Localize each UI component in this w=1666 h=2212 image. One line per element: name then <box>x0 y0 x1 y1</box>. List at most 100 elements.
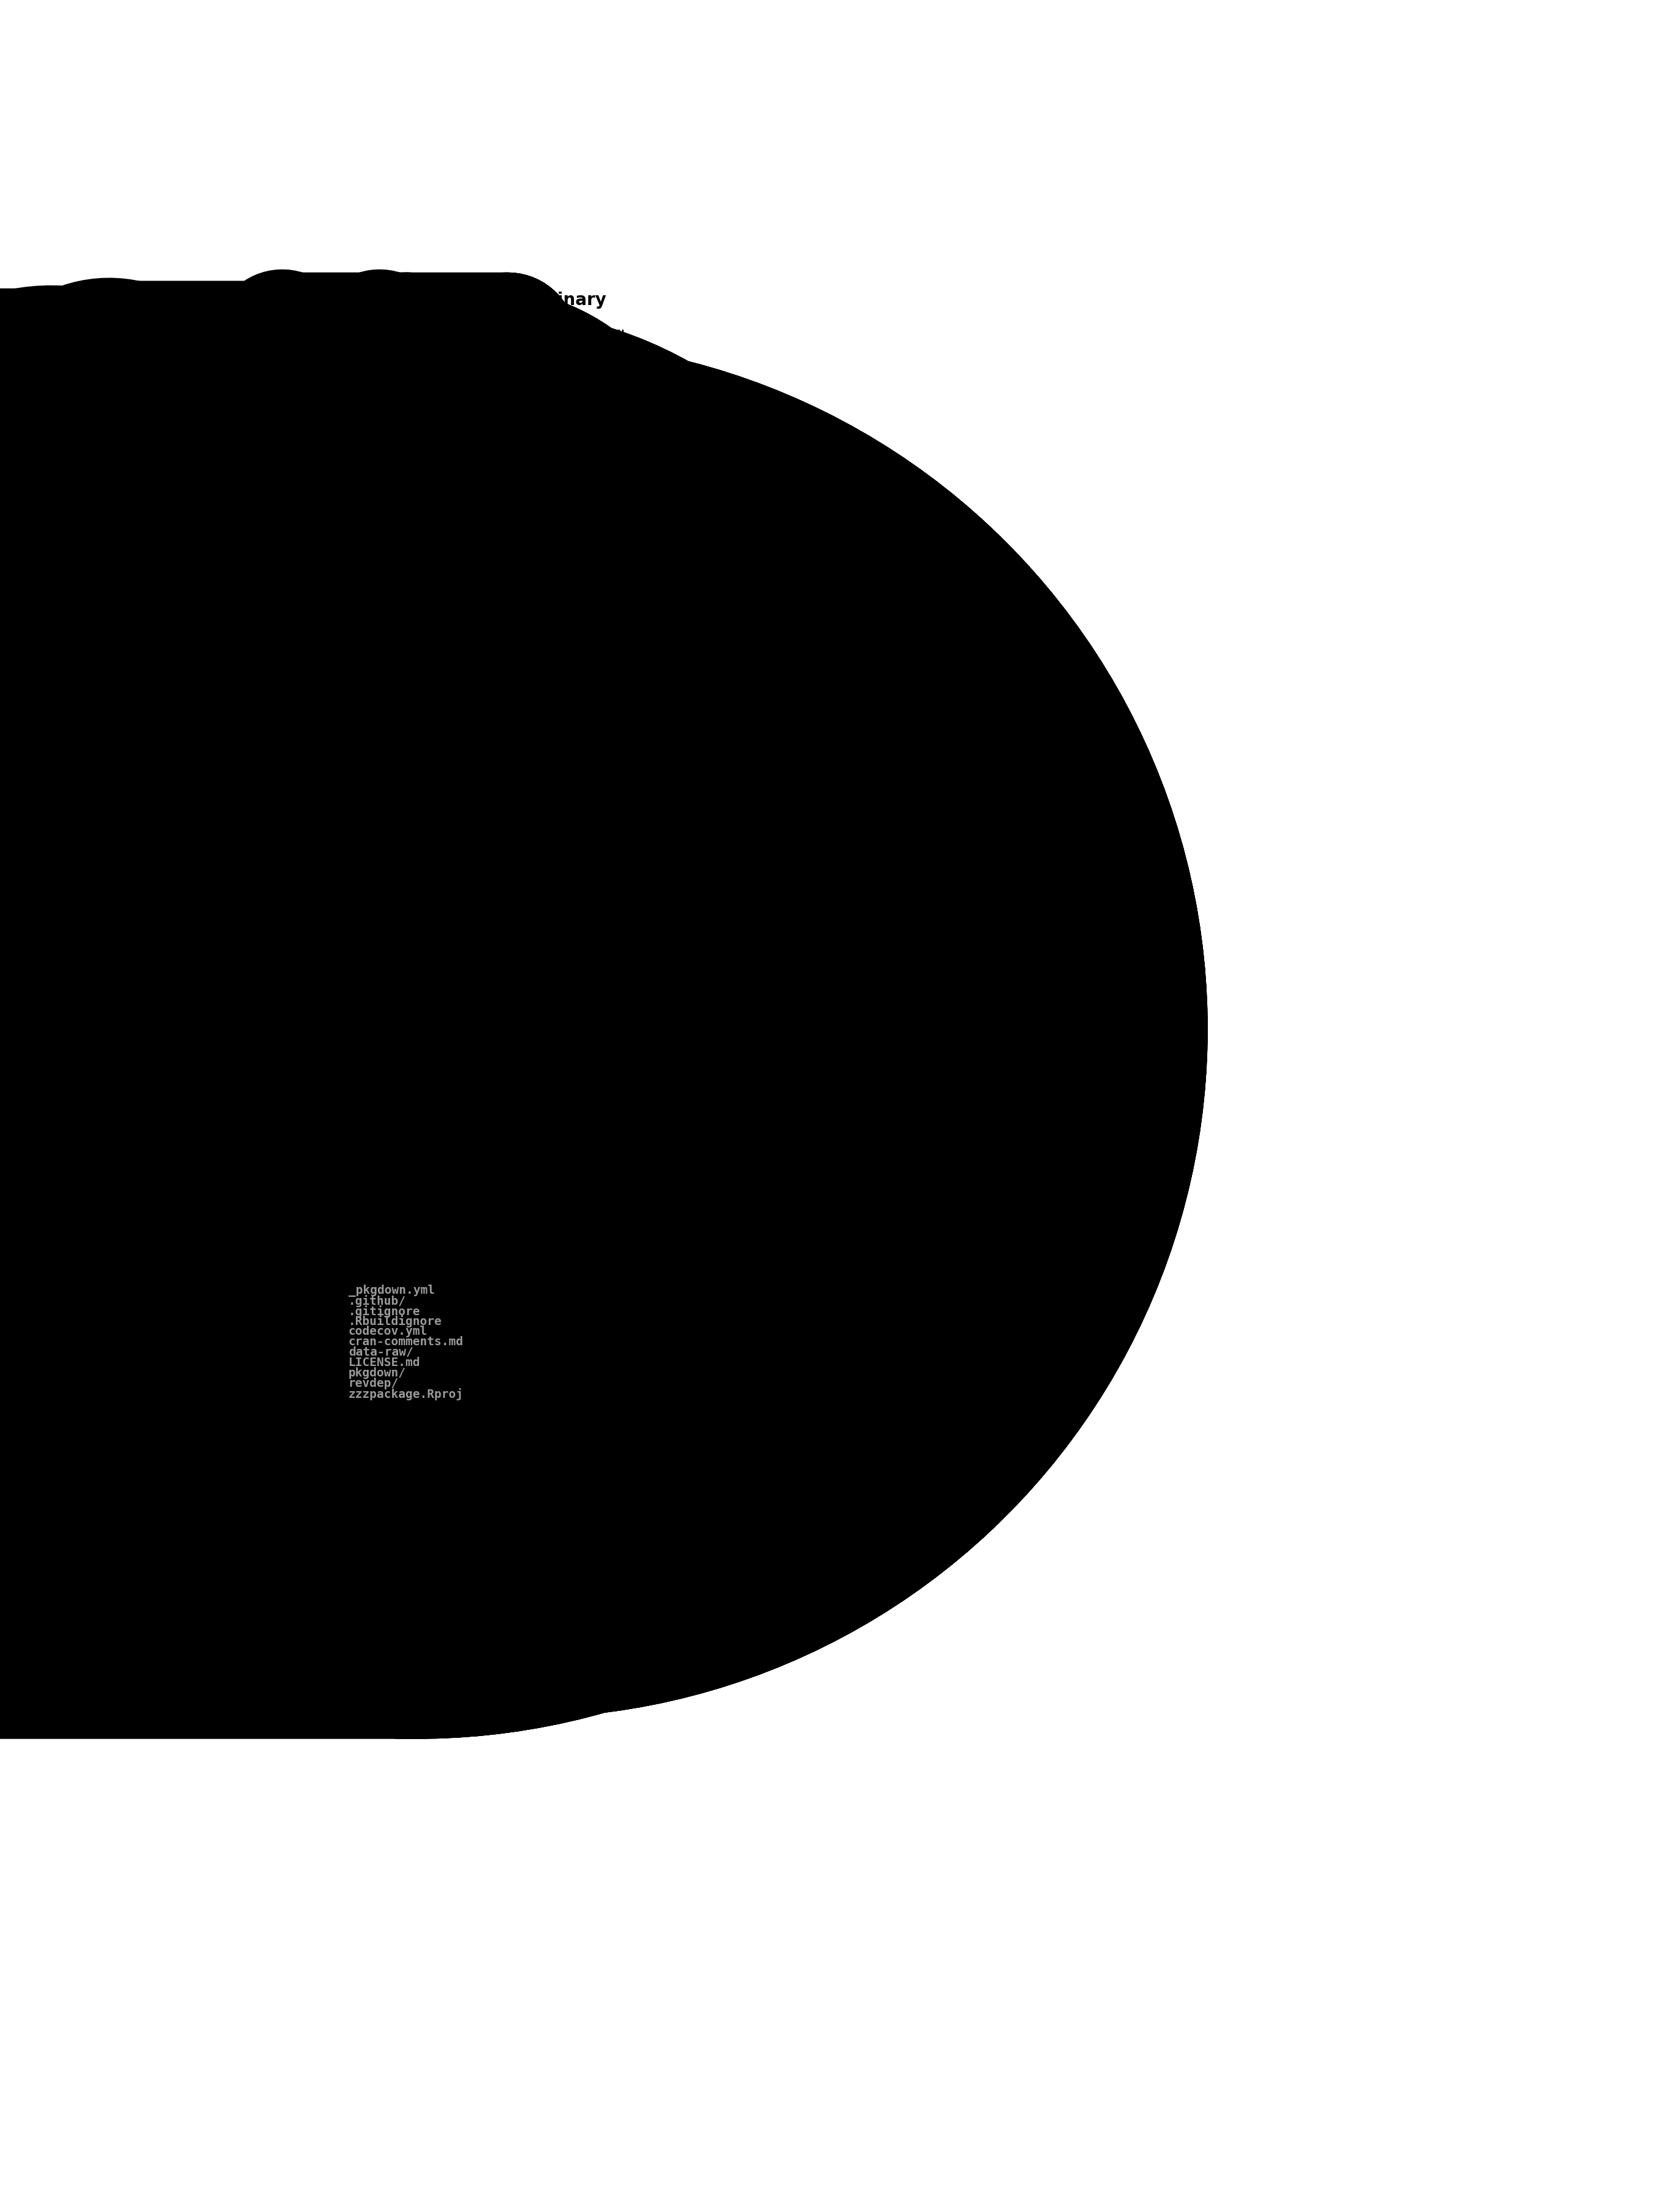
Text: hhh-vignette.Rmd: hhh-vignette.Rmd <box>448 1066 591 1079</box>
Text: Rdata.rdx: Rdata.rdx <box>545 522 625 535</box>
Text: ddd.R: ddd.R <box>448 726 498 737</box>
Text: eee-file: eee-file <box>348 929 420 940</box>
Text: README.md (possibly generated from README.
Rmd) only exists in the source and bu: README.md (possibly generated from READM… <box>223 418 528 442</box>
Text: CITATION: CITATION <box>448 949 520 962</box>
Text: NEWS.md: NEWS.md <box>448 361 498 372</box>
Text: man/: man/ <box>448 617 476 628</box>
Text: Rdata.rdb: Rdata.rdb <box>545 502 625 513</box>
Text: NAMESPACE: NAMESPACE <box>348 338 413 352</box>
Text: man/: man/ <box>348 617 377 628</box>
Text: bundle: bundle <box>448 292 515 307</box>
Text: doc/: doc/ <box>545 1015 575 1026</box>
Text: DESCRIPTION: DESCRIPTION <box>348 330 428 341</box>
Text: aa.rda: aa.rda <box>348 502 407 513</box>
Text: In binary form, these files and folders contain
help topics as well as serialize: In binary form, these files and folders … <box>137 595 421 644</box>
Text: README.md: README.md <box>348 422 413 436</box>
Text: source: source <box>348 292 412 307</box>
Text: vignettes/: vignettes/ <box>448 1152 520 1164</box>
Text: eee-file: eee-file <box>448 929 520 940</box>
Text: inst/: inst/ <box>448 1035 483 1048</box>
Text: CITATION: CITATION <box>348 949 420 962</box>
Text: By default, tests are not included in the binary
form.: By default, tests are not included in th… <box>0 874 280 898</box>
Text: NEWS.md: NEWS.md <box>348 361 398 372</box>
Text: data-raw/: data-raw/ <box>348 1347 413 1358</box>
Text: NAMESPACE: NAMESPACE <box>448 338 513 352</box>
Text: INDEX: INDEX <box>545 595 581 606</box>
Text: bb.rda: bb.rda <box>348 513 407 524</box>
Text: index.html: index.html <box>545 1057 631 1068</box>
Text: NAMESPACE: NAMESPACE <box>545 338 610 352</box>
Text: fff-folder/: fff-folder/ <box>448 940 541 951</box>
Text: zzzpackage.rdb: zzzpackage.rdb <box>545 726 660 737</box>
Text: vignettes/: vignettes/ <box>348 1015 420 1026</box>
Text: fff-folder/: fff-folder/ <box>348 940 441 951</box>
Text: zzzpackage.Rproj: zzzpackage.Rproj <box>348 1387 463 1400</box>
Text: R/: R/ <box>545 703 560 717</box>
Text: data/: data/ <box>348 491 385 504</box>
Text: README.md: README.md <box>448 422 513 436</box>
Text: sysdata.rdx: sysdata.rdx <box>545 757 638 768</box>
Text: NEWS.md: NEWS.md <box>545 361 596 372</box>
Text: README.Rmd: README.Rmd <box>348 409 420 420</box>
Text: Files used only for development or for the
pkgdown site are listed in .Rbuildign: Files used only for development or for t… <box>127 1283 431 1321</box>
Text: ccc.R: ccc.R <box>448 714 498 726</box>
Text: ccc.R: ccc.R <box>348 714 398 726</box>
Text: hhh-vignette.Rmd: hhh-vignette.Rmd <box>545 1035 675 1048</box>
Text: aaa.rda: aaa.rda <box>448 502 513 513</box>
Text: vignette.rds: vignette.rds <box>448 1026 548 1037</box>
Text: Important metadata files exist in all forms.: Important metadata files exist in all fo… <box>223 330 490 341</box>
Text: build/: build/ <box>448 1015 491 1026</box>
Text: .gitignore: .gitignore <box>348 1305 420 1316</box>
Text: Meta/: Meta/ <box>545 606 581 617</box>
Text: pkgdown/: pkgdown/ <box>348 1367 407 1378</box>
Text: hhh-vignette.Rmd: hhh-vignette.Rmd <box>448 1161 578 1175</box>
Text: articles/: articles/ <box>348 1026 428 1037</box>
Text: LICENSE: LICENSE <box>545 349 596 361</box>
Text: ddd.R: ddd.R <box>348 726 398 737</box>
Text: doc/: doc/ <box>448 1046 491 1057</box>
Text: hhh-vignette.R: hhh-vignette.R <box>545 1026 660 1037</box>
Text: sysdata.rdb: sysdata.rdb <box>545 745 638 757</box>
Text: R/: R/ <box>348 703 363 717</box>
Text: help/: help/ <box>545 617 581 628</box>
Text: _pkgdown.yml: _pkgdown.yml <box>348 1283 435 1296</box>
Text: When the binary is built, the code in src/ is
compiled and saved in libs/.: When the binary is built, the code in sr… <box>12 827 280 852</box>
Text: CITATION: CITATION <box>545 940 603 951</box>
Text: hhh-vignette.html: hhh-vignette.html <box>448 1077 600 1091</box>
Text: hhh-vignette.R: hhh-vignette.R <box>448 1057 578 1068</box>
Text: In binary form, R/ no longer contains .R files.
Instead, these files have been c: In binary form, R/ no longer contains .R… <box>125 703 433 765</box>
Text: LICENSE: LICENSE <box>348 349 398 361</box>
Text: The data/ directory holds .rda files in the source
and bundle forms. In the bina: The data/ directory holds .rda files in … <box>223 491 530 542</box>
Text: src/: src/ <box>348 823 377 834</box>
Text: inst/: inst/ <box>348 918 385 931</box>
Text: ggg-article.Rmd: ggg-article.Rmd <box>348 1035 485 1048</box>
Text: tests/: tests/ <box>448 869 491 880</box>
Text: DESCRIPTION: DESCRIPTION <box>545 330 625 341</box>
Text: binary: binary <box>545 292 606 307</box>
Text: hhh-vignette.html: hhh-vignette.html <box>545 1046 681 1060</box>
Text: R/: R/ <box>448 703 463 717</box>
Text: .github/: .github/ <box>348 1294 407 1307</box>
Text: data/: data/ <box>448 491 483 504</box>
Text: tests/: tests/ <box>348 869 392 880</box>
Text: cran-comments.md: cran-comments.md <box>348 1336 463 1347</box>
Text: hhh-vignette.Rmd: hhh-vignette.Rmd <box>348 1046 478 1060</box>
Text: libs/: libs/ <box>545 823 581 834</box>
Text: bbb.rda: bbb.rda <box>448 513 513 524</box>
Text: LICENSE: LICENSE <box>448 349 498 361</box>
Text: fff-folder/: fff-folder/ <box>545 929 625 940</box>
Text: The bundle also has the vignettes/ directory, as in
the source form, except arti: The bundle also has the vignettes/ direc… <box>223 1157 533 1181</box>
Text: inst/: inst/ <box>448 918 483 931</box>
Text: The contents of inst/ in the source form are also
present in inst/ in the bundle: The contents of inst/ in the source form… <box>223 918 533 956</box>
Text: sysdata.rda: sysdata.rda <box>448 734 541 748</box>
Text: .Rbuildignore: .Rbuildignore <box>348 1316 441 1327</box>
Text: In the bundle, inst/doc/ holds the results of
rendering the vignettes and build/: In the bundle, inst/doc/ holds the resul… <box>223 1015 511 1051</box>
Text: zzzpackage.rdx: zzzpackage.rdx <box>545 734 660 748</box>
Text: sysdata.rda: sysdata.rda <box>348 734 441 748</box>
Text: codecov.yml: codecov.yml <box>348 1325 428 1336</box>
Text: DESCRIPTION: DESCRIPTION <box>448 330 526 341</box>
Text: eee-file: eee-file <box>545 918 603 931</box>
Text: LICENSE.md: LICENSE.md <box>348 1356 420 1369</box>
Text: zzzpackage: zzzpackage <box>545 714 631 726</box>
Text: revdep/: revdep/ <box>348 1378 398 1389</box>
